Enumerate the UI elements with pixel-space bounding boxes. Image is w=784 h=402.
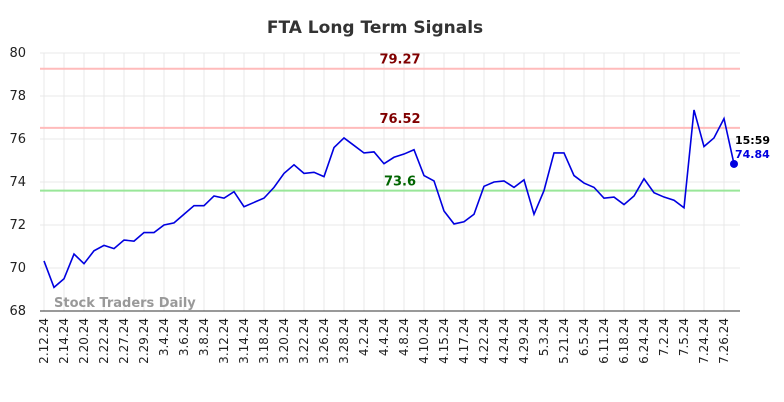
- x-tick-label: 2.14.24: [57, 318, 71, 364]
- x-tick-label: 4.2.24: [357, 318, 371, 356]
- x-tick-label: 6.24.24: [637, 318, 651, 364]
- x-tick-label: 3.8.24: [197, 318, 211, 356]
- last-point: [730, 159, 738, 168]
- x-tick-label: 4.4.24: [377, 318, 391, 356]
- x-tick-label: 4.15.24: [437, 318, 451, 364]
- x-tick-label: 3.26.24: [317, 318, 331, 364]
- x-tick-label: 7.2.24: [657, 318, 671, 356]
- y-tick-label: 72: [9, 218, 26, 233]
- x-tick-label: 4.10.24: [417, 318, 431, 364]
- x-tick-label: 7.5.24: [677, 318, 691, 356]
- x-tick-label: 4.29.24: [517, 318, 531, 364]
- x-tick-label: 6.18.24: [617, 318, 631, 364]
- x-tick-label: 3.12.24: [217, 318, 231, 364]
- x-tick-label: 3.6.24: [177, 318, 191, 356]
- x-tick-label: 5.21.24: [557, 318, 571, 364]
- x-tick-label: 6.11.24: [597, 318, 611, 364]
- x-tick-label: 4.22.24: [477, 318, 491, 364]
- y-tick-label: 68: [9, 304, 26, 319]
- signal-label: 79.27: [379, 53, 420, 68]
- x-tick-label: 5.3.24: [537, 318, 551, 356]
- x-tick-label: 3.28.24: [337, 318, 351, 364]
- y-tick-label: 80: [9, 46, 26, 61]
- x-tick-label: 4.24.24: [497, 318, 511, 364]
- y-tick-label: 74: [9, 175, 26, 190]
- chart-title: FTA Long Term Signals: [267, 18, 483, 38]
- x-tick-label: 3.18.24: [257, 318, 271, 364]
- x-tick-label: 2.22.24: [97, 318, 111, 364]
- x-tick-label: 7.24.24: [697, 318, 711, 364]
- x-tick-label: 4.8.24: [397, 318, 411, 356]
- price-line: [43, 109, 735, 289]
- x-tick-label: 6.5.24: [577, 318, 591, 356]
- watermark: Stock Traders Daily: [54, 296, 196, 311]
- x-tick-label: 3.4.24: [157, 318, 171, 356]
- x-tick-label: 2.12.24: [37, 318, 51, 364]
- x-tick-label: 7.26.24: [717, 318, 731, 364]
- y-tick-label: 78: [9, 89, 26, 104]
- y-tick-label: 70: [9, 261, 26, 276]
- signal-label: 76.52: [379, 112, 420, 127]
- signal-label: 73.6: [384, 175, 416, 190]
- y-tick-label: 76: [9, 132, 26, 147]
- x-tick-label: 4.17.24: [457, 318, 471, 364]
- last-time: 15:59: [735, 134, 770, 147]
- x-tick-label: 2.20.24: [77, 318, 91, 364]
- x-tick-label: 3.22.24: [297, 318, 311, 364]
- x-tick-label: 2.29.24: [137, 318, 151, 364]
- x-tick-label: 3.14.24: [237, 318, 251, 364]
- x-tick-label: 2.27.24: [117, 318, 131, 364]
- last-value: 74.84: [735, 148, 770, 161]
- x-tick-label: 3.20.24: [277, 318, 291, 364]
